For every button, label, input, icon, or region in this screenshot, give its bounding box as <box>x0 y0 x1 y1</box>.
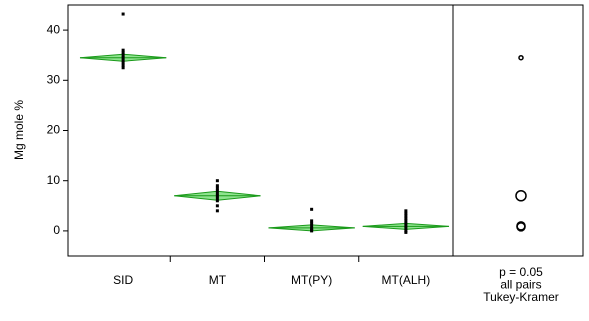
x-tick-label: MT <box>209 273 227 287</box>
data-point <box>310 226 314 230</box>
data-point <box>215 179 219 183</box>
data-point <box>121 63 125 67</box>
y-tick-label: 0 <box>53 223 60 237</box>
x-tick-label: SID <box>113 273 133 287</box>
data-point <box>404 224 408 228</box>
data-point <box>404 230 408 234</box>
x-tick-label: MT(PY) <box>291 273 332 287</box>
comparison-label: Tukey-Kramer <box>483 290 559 304</box>
data-point <box>404 214 408 218</box>
data-point <box>215 191 219 195</box>
data-point <box>404 226 408 230</box>
comparison-circle <box>515 189 527 202</box>
y-axis-label: Mg mole % <box>12 100 26 160</box>
data-point <box>121 56 125 60</box>
data-point <box>121 53 125 57</box>
y-tick-label: 40 <box>47 22 61 36</box>
data-point <box>310 221 314 225</box>
data-point <box>215 204 219 208</box>
data-point <box>121 61 125 65</box>
data-point <box>310 207 314 211</box>
data-point <box>404 216 408 220</box>
y-tick-label: 20 <box>47 123 61 137</box>
plot-frame <box>67 4 584 257</box>
comparison-label: p = 0.05 <box>499 265 543 279</box>
data-point <box>404 219 408 223</box>
data-point <box>215 189 219 193</box>
data-point <box>404 209 408 213</box>
data-point <box>310 229 314 233</box>
data-point <box>121 58 125 62</box>
data-point <box>215 184 219 188</box>
data-point <box>215 209 219 213</box>
data-point <box>310 219 314 223</box>
data-point <box>215 196 219 200</box>
y-tick-label: 30 <box>47 72 61 86</box>
data-point <box>404 221 408 225</box>
data-point <box>121 48 125 52</box>
data-point <box>121 12 125 16</box>
data-point <box>215 186 219 190</box>
x-tick-label: MT(ALH) <box>382 273 431 287</box>
data-point <box>215 194 219 198</box>
comparison-circle <box>518 54 524 61</box>
comparison-circle <box>516 222 526 232</box>
data-point <box>404 229 408 233</box>
comparison-label: all pairs <box>500 278 541 292</box>
data-point <box>121 66 125 70</box>
data-point <box>121 51 125 55</box>
data-point <box>404 211 408 215</box>
data-point <box>215 199 219 203</box>
y-tick-label: 10 <box>47 173 61 187</box>
data-point <box>310 224 314 228</box>
